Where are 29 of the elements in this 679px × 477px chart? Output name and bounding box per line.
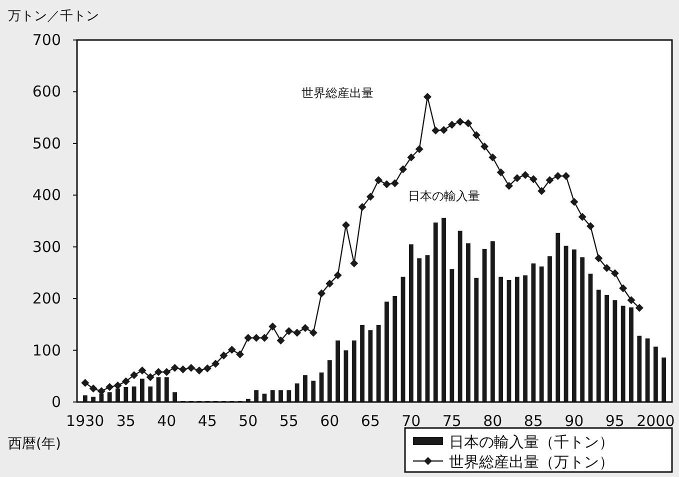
x-tick-label: 50 <box>238 412 258 430</box>
x-tick-label: 75 <box>442 412 462 430</box>
x-tick-label: 55 <box>279 412 298 430</box>
x-tick-label: 2000 <box>636 412 675 430</box>
x-tick-label: 65 <box>360 412 380 430</box>
x-tick-label: 45 <box>198 412 217 430</box>
y-tick-label: 100 <box>32 341 61 360</box>
y-tick-label: 700 <box>32 31 61 49</box>
x-tick-label: 70 <box>402 412 421 430</box>
x-tick-label: 95 <box>605 412 624 430</box>
annotation: 日本の輸入量 <box>408 188 480 203</box>
x-tick-label: 90 <box>564 412 584 430</box>
legend-label: 日本の輸入量（千トン） <box>449 433 614 451</box>
x-tick-label: 40 <box>157 412 176 430</box>
x-axis-title: 西暦(年) <box>8 436 61 452</box>
legend-label: 世界総産出量（万トン） <box>449 453 614 471</box>
annotation: 世界総産出量 <box>301 86 374 100</box>
y-tick-label: 0 <box>51 393 61 411</box>
x-tick-label: 1930 <box>66 412 104 430</box>
y-axis-title: 万トン／千トン <box>8 9 99 24</box>
y-tick-label: 400 <box>32 186 61 204</box>
y-tick-label: 600 <box>32 82 61 101</box>
x-tick-label: 60 <box>320 412 340 430</box>
y-tick-label: 200 <box>32 290 61 308</box>
x-tick-label: 85 <box>524 412 543 430</box>
y-tick-label: 500 <box>32 134 61 152</box>
x-tick-label: 80 <box>483 412 502 430</box>
x-tick-label: 35 <box>116 412 136 430</box>
y-tick-label: 300 <box>32 238 61 256</box>
